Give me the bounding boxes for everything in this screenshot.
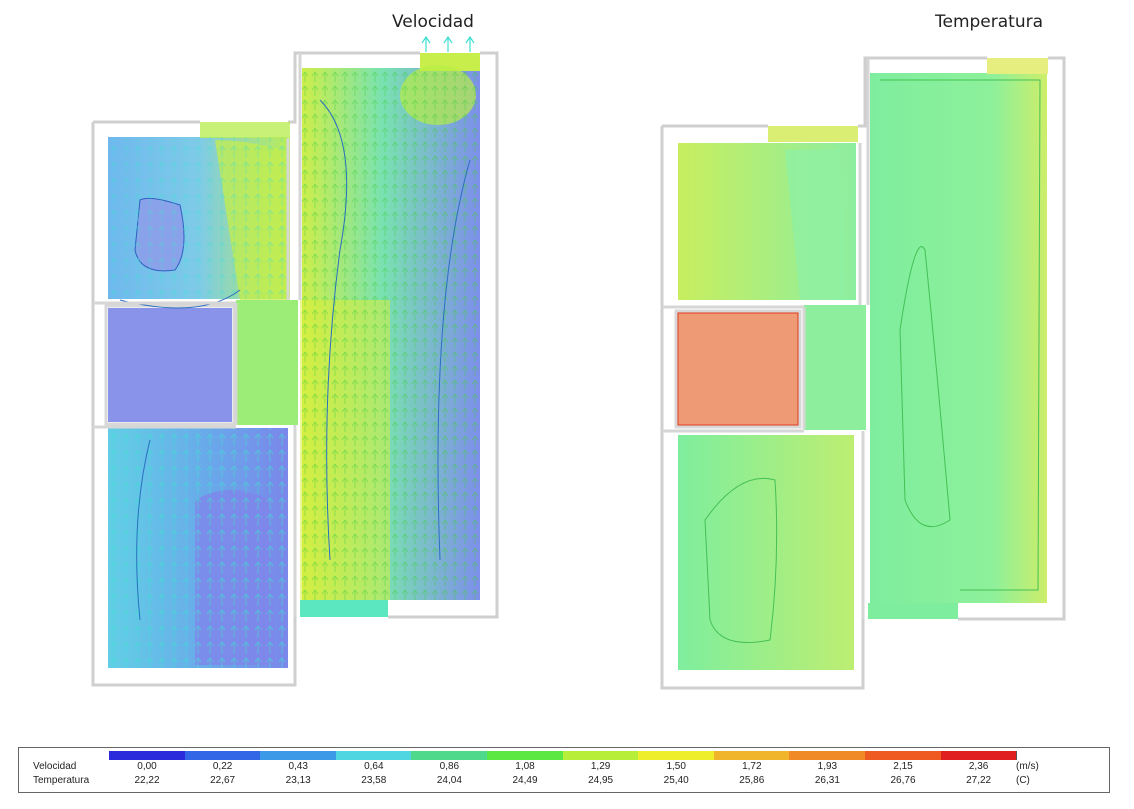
- legend-swatch: [260, 751, 337, 760]
- legend-temperature-value: 27,22: [966, 775, 992, 786]
- legend-velocity-value: 1,50: [666, 761, 686, 772]
- legend-velocity-value: 2,15: [893, 761, 913, 772]
- legend-temperature-value: 25,40: [663, 775, 689, 786]
- legend-temperature-value: 24,04: [436, 775, 462, 786]
- legend-temperature-value: 25,86: [739, 775, 765, 786]
- legend-temperature-value: 24,49: [512, 775, 538, 786]
- velocity-plan: [91, 35, 499, 687]
- temperature-panel-title: Temperatura: [935, 12, 1044, 32]
- legend-velocity-value: 0,00: [137, 761, 157, 772]
- legend-temperature-value: 22,22: [134, 775, 160, 786]
- legend-swatch: [940, 751, 1018, 760]
- legend-swatch: [335, 751, 413, 760]
- legend-velocity-value: 1,93: [817, 761, 838, 772]
- legend-velocity-value: 0,43: [288, 761, 308, 772]
- legend-temperature-value: 22,67: [210, 775, 236, 786]
- legend-temperature-value: 26,31: [814, 775, 840, 786]
- legend-swatch: [109, 751, 186, 760]
- temperature-plan: [660, 56, 1066, 690]
- legend-velocity-value: 0,64: [364, 761, 384, 772]
- legend-swatch: [487, 751, 564, 760]
- legend-temperature-label: Temperatura: [33, 775, 90, 786]
- legend-velocity-value: 1,72: [742, 761, 762, 772]
- legend-velocity-unit: (m/s): [1016, 761, 1039, 772]
- legend-velocity-label: Velocidad: [33, 761, 77, 772]
- velocity-panel-title: Velocidad: [392, 12, 474, 32]
- legend-velocity-value: 0,22: [212, 761, 233, 772]
- legend-swatch: [638, 751, 715, 760]
- legend-temperature-value: 23,58: [361, 775, 387, 786]
- legend-swatch: [713, 751, 791, 760]
- legend-velocity-value: 0,86: [439, 761, 460, 772]
- legend-temperature-value: 24,95: [588, 775, 614, 786]
- legend-temperature-value: 26,76: [890, 775, 916, 786]
- legend-swatch: [789, 751, 866, 760]
- legend-velocity-value: 1,08: [515, 761, 535, 772]
- legend-temperature-unit: (C): [1016, 775, 1030, 786]
- legend-swatch: [184, 751, 262, 760]
- simulation-plots: [91, 35, 1066, 690]
- legend-swatch: [411, 751, 488, 760]
- legend-swatch: [562, 751, 640, 760]
- color-scale-legend: Velocidad Temperatura 0,00 0,22 0,43 0,64 0,…: [18, 747, 1110, 793]
- legend-temperature-value: 23,13: [285, 775, 311, 786]
- legend-velocity-value: 2,36: [968, 761, 989, 772]
- legend-swatch: [865, 751, 942, 760]
- legend-velocity-value: 1,29: [590, 761, 611, 772]
